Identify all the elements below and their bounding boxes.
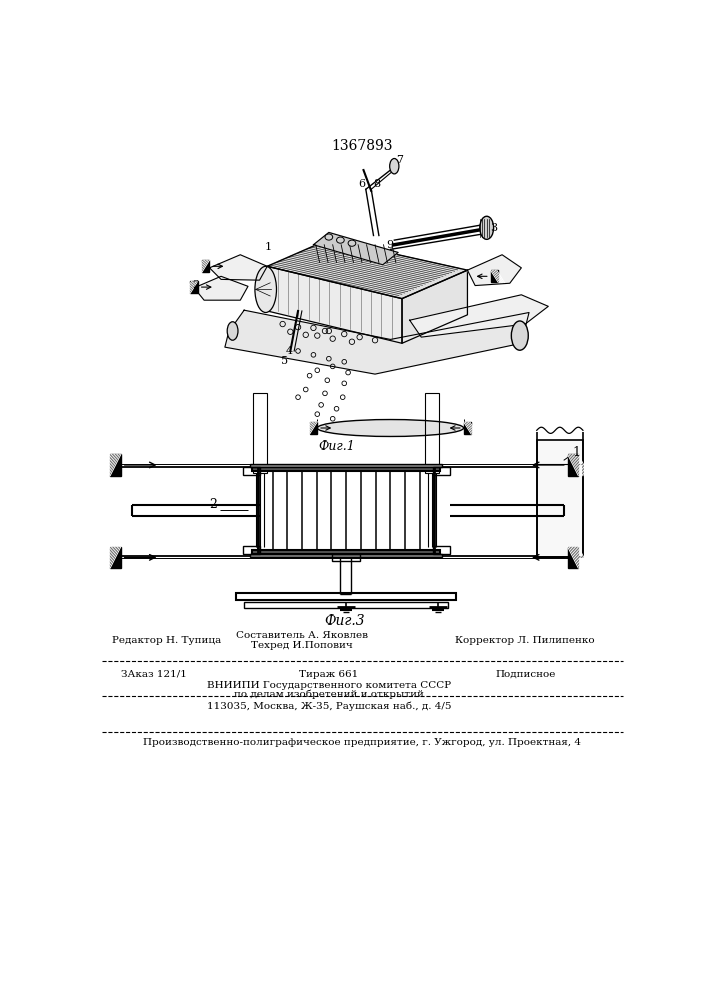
Ellipse shape xyxy=(317,420,464,436)
Text: Составитель А. Яковлев: Составитель А. Яковлев xyxy=(236,631,368,640)
Text: Фиг.3: Фиг.3 xyxy=(324,614,365,628)
Bar xyxy=(243,546,259,554)
Bar xyxy=(250,554,442,557)
Ellipse shape xyxy=(480,216,493,239)
Polygon shape xyxy=(313,232,398,265)
Text: 6: 6 xyxy=(358,179,366,189)
Text: 1: 1 xyxy=(264,242,271,252)
Polygon shape xyxy=(464,422,472,434)
Polygon shape xyxy=(194,276,248,300)
Polygon shape xyxy=(110,547,121,568)
Text: Техред И.Попович: Техред И.Попович xyxy=(251,641,353,650)
Polygon shape xyxy=(402,270,467,343)
Text: 2: 2 xyxy=(192,280,199,290)
Ellipse shape xyxy=(337,237,344,243)
Text: 2: 2 xyxy=(209,498,217,511)
Bar xyxy=(250,464,442,466)
Ellipse shape xyxy=(255,266,276,312)
Text: 7: 7 xyxy=(397,155,404,165)
Bar xyxy=(252,550,440,554)
Text: Корректор Л. Пилипенко: Корректор Л. Пилипенко xyxy=(455,636,595,645)
Text: по делам изобретений и открытий: по делам изобретений и открытий xyxy=(234,690,423,699)
Polygon shape xyxy=(409,295,549,337)
Text: 8: 8 xyxy=(373,179,380,189)
Bar xyxy=(433,546,450,554)
Bar xyxy=(433,467,450,475)
Text: Фиг.1: Фиг.1 xyxy=(318,440,355,453)
Ellipse shape xyxy=(227,322,238,340)
Bar xyxy=(244,602,448,608)
Text: ЗАказ 121/1: ЗАказ 121/1 xyxy=(121,670,187,679)
Bar xyxy=(253,393,267,473)
Text: 1367893: 1367893 xyxy=(331,139,392,153)
Text: 4: 4 xyxy=(286,346,293,356)
Polygon shape xyxy=(467,255,521,286)
Bar xyxy=(537,440,583,557)
Text: Тираж 661: Тираж 661 xyxy=(299,670,358,679)
Polygon shape xyxy=(568,454,578,476)
Polygon shape xyxy=(201,260,209,272)
Bar xyxy=(425,393,439,473)
Text: 1: 1 xyxy=(573,446,581,459)
Ellipse shape xyxy=(348,240,356,246)
Polygon shape xyxy=(225,310,529,374)
Text: Подписное: Подписное xyxy=(495,670,556,679)
Text: 5: 5 xyxy=(281,356,288,366)
Bar xyxy=(236,593,456,600)
Bar xyxy=(332,554,360,561)
Ellipse shape xyxy=(390,158,399,174)
Polygon shape xyxy=(491,270,498,282)
Text: 3: 3 xyxy=(491,223,498,233)
Polygon shape xyxy=(568,547,578,568)
Polygon shape xyxy=(209,255,267,280)
Bar xyxy=(252,466,440,471)
Text: ВНИИПИ Государственного комитета СССР: ВНИИПИ Государственного комитета СССР xyxy=(206,681,451,690)
Text: 9: 9 xyxy=(387,240,394,250)
Polygon shape xyxy=(190,281,198,293)
Polygon shape xyxy=(267,239,467,299)
Text: 113035, Москва, Ж-35, Раушская наб., д. 4/5: 113035, Москва, Ж-35, Раушская наб., д. … xyxy=(206,702,451,711)
Polygon shape xyxy=(110,454,121,476)
Text: Производственно-полиграфическое предприятие, г. Ужгород, ул. Проектная, 4: Производственно-полиграфическое предприя… xyxy=(143,738,581,747)
Text: Редактор Н. Тупица: Редактор Н. Тупица xyxy=(112,636,221,645)
Polygon shape xyxy=(267,266,402,343)
Polygon shape xyxy=(310,422,317,434)
Bar xyxy=(243,467,259,475)
Ellipse shape xyxy=(325,234,333,240)
Ellipse shape xyxy=(511,321,528,350)
